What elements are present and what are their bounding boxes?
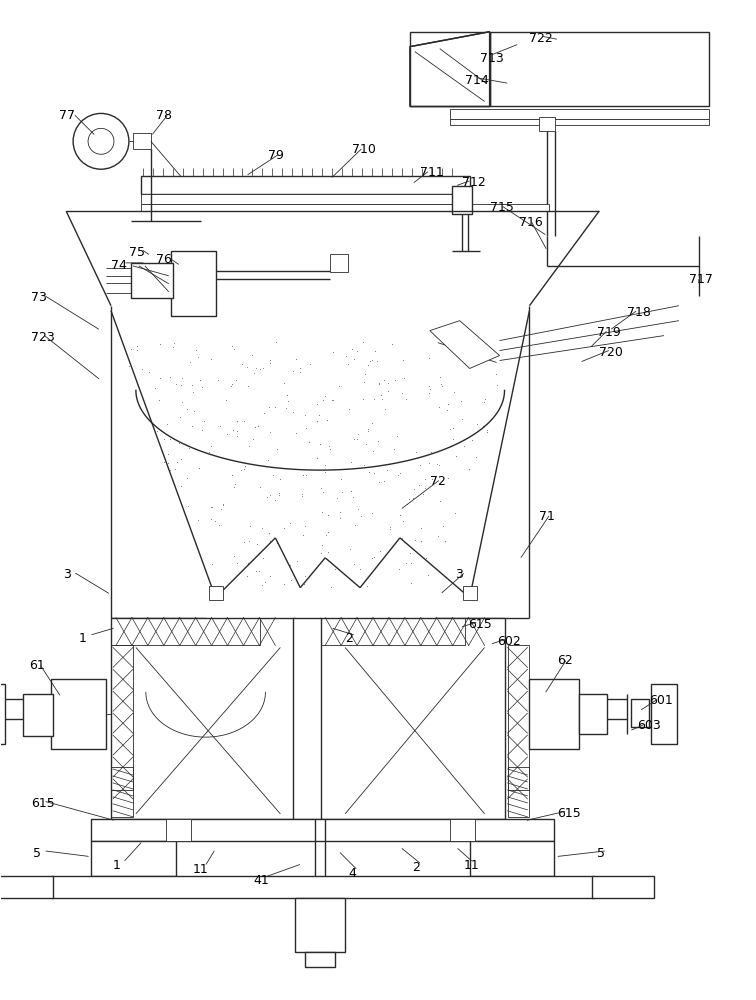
Text: 713: 713 xyxy=(479,52,503,65)
Bar xyxy=(450,819,475,841)
Text: 79: 79 xyxy=(268,149,284,162)
Bar xyxy=(450,119,709,125)
Bar xyxy=(141,204,550,211)
Text: 11: 11 xyxy=(463,859,479,872)
Bar xyxy=(51,876,594,898)
Bar xyxy=(452,186,472,214)
Bar xyxy=(507,767,529,817)
Bar xyxy=(490,32,709,106)
Text: 75: 75 xyxy=(129,246,145,259)
Bar xyxy=(651,684,677,744)
Text: 62: 62 xyxy=(557,654,573,667)
Text: 716: 716 xyxy=(519,216,544,229)
Text: 710: 710 xyxy=(352,143,376,156)
Text: 77: 77 xyxy=(59,109,75,122)
Text: 615: 615 xyxy=(31,797,55,810)
Bar xyxy=(592,876,654,898)
Text: 61: 61 xyxy=(29,659,45,672)
Bar xyxy=(529,679,579,749)
Bar xyxy=(305,952,335,967)
Bar xyxy=(321,618,465,645)
Text: 76: 76 xyxy=(156,253,172,266)
Text: 5: 5 xyxy=(597,847,606,860)
Bar xyxy=(0,684,5,744)
Polygon shape xyxy=(410,32,490,106)
Text: 714: 714 xyxy=(465,74,488,87)
Text: 1: 1 xyxy=(113,859,121,872)
Circle shape xyxy=(73,113,129,169)
Bar xyxy=(131,263,173,298)
Text: 2: 2 xyxy=(412,861,420,874)
Bar xyxy=(51,679,106,749)
Text: 718: 718 xyxy=(627,306,651,319)
Bar xyxy=(91,819,554,841)
Text: 602: 602 xyxy=(497,635,522,648)
Bar xyxy=(111,618,296,819)
Bar xyxy=(141,194,469,204)
Bar xyxy=(111,767,133,817)
Text: 711: 711 xyxy=(420,166,444,179)
Text: 717: 717 xyxy=(689,273,713,286)
Text: 78: 78 xyxy=(156,109,172,122)
Text: 72: 72 xyxy=(430,475,446,488)
Text: 615: 615 xyxy=(557,807,581,820)
Bar xyxy=(463,586,476,600)
Text: 715: 715 xyxy=(490,201,513,214)
Bar xyxy=(296,898,345,952)
Bar xyxy=(469,841,554,876)
Text: 722: 722 xyxy=(529,32,553,45)
Bar xyxy=(450,109,709,119)
Bar xyxy=(23,694,53,736)
Text: 73: 73 xyxy=(31,291,47,304)
Bar xyxy=(507,645,529,790)
Bar xyxy=(133,133,151,149)
Text: 4: 4 xyxy=(348,867,356,880)
Bar xyxy=(321,618,504,819)
Text: 720: 720 xyxy=(600,346,623,359)
Bar xyxy=(330,254,348,272)
Text: 3: 3 xyxy=(64,568,71,581)
Text: 11: 11 xyxy=(193,863,209,876)
Text: 1: 1 xyxy=(79,632,87,645)
Text: 5: 5 xyxy=(33,847,42,860)
Bar xyxy=(171,251,215,316)
Bar xyxy=(91,841,175,876)
Bar xyxy=(579,694,607,734)
Polygon shape xyxy=(430,321,500,368)
Text: 603: 603 xyxy=(637,719,661,732)
Text: 601: 601 xyxy=(649,694,673,707)
Text: 71: 71 xyxy=(539,510,555,523)
Bar xyxy=(111,618,260,645)
Text: 615: 615 xyxy=(468,618,491,631)
Polygon shape xyxy=(410,32,490,106)
Bar xyxy=(141,176,469,194)
Text: 712: 712 xyxy=(462,176,485,189)
Bar xyxy=(293,618,321,819)
Text: 2: 2 xyxy=(345,632,353,645)
Bar xyxy=(166,819,191,841)
Text: 41: 41 xyxy=(253,874,269,887)
Bar xyxy=(0,876,53,898)
Text: 723: 723 xyxy=(31,331,55,344)
Text: 74: 74 xyxy=(111,259,127,272)
Bar xyxy=(209,586,222,600)
Bar xyxy=(539,117,556,131)
Text: 3: 3 xyxy=(454,568,463,581)
Bar xyxy=(631,699,649,727)
Text: 719: 719 xyxy=(597,326,621,339)
Bar xyxy=(111,645,133,790)
